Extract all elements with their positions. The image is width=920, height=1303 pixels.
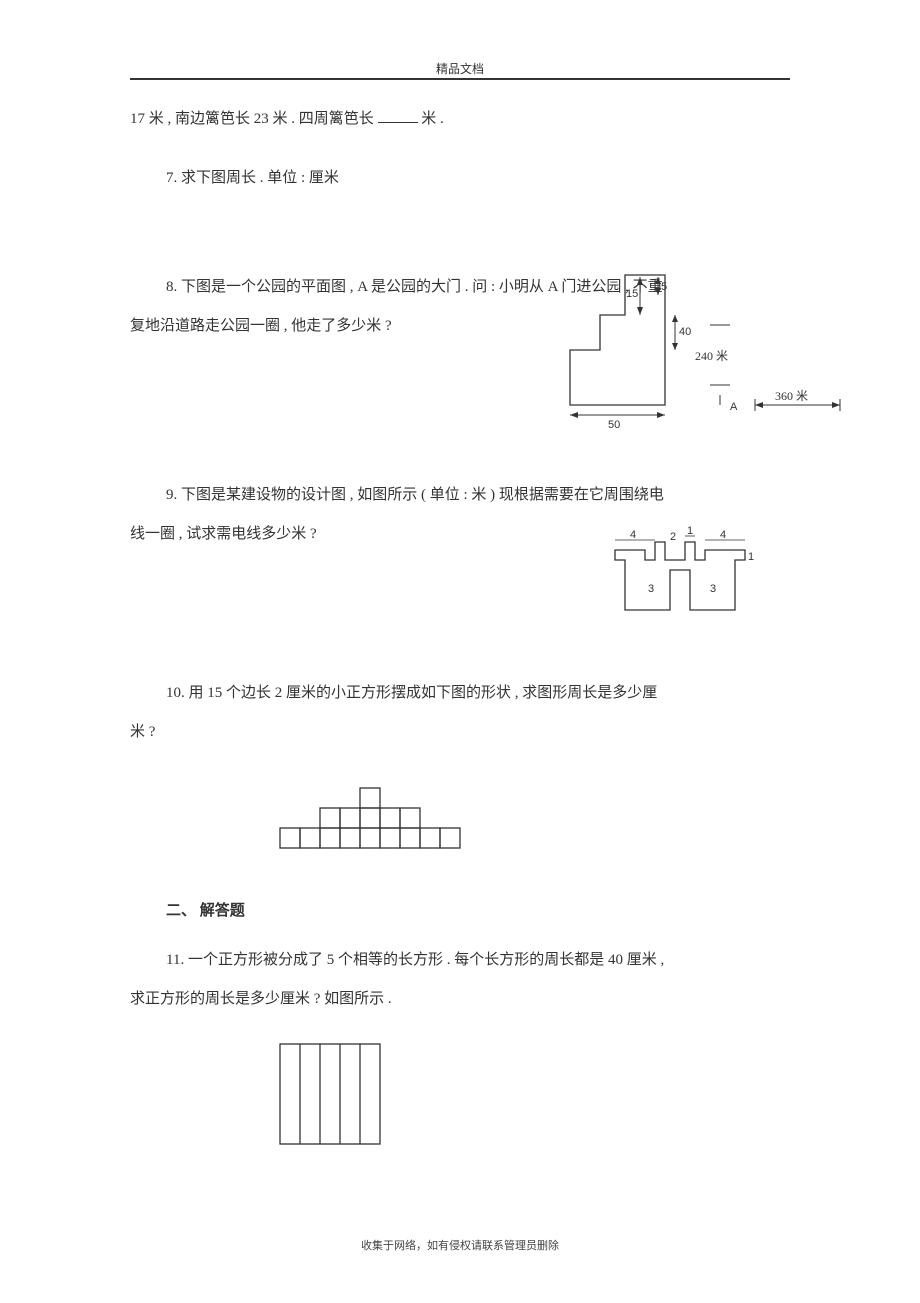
label-1b: 1: [748, 551, 754, 563]
label-A: A: [730, 401, 738, 413]
q11: 11. 一个正方形被分成了 5 个相等的长方形 . 每个长方形的周长都是 40 …: [130, 941, 790, 1149]
label-4a: 4: [630, 529, 636, 541]
label-2: 2: [670, 531, 676, 543]
q7-text: 7. 求下图周长 . 单位 : 厘米: [130, 159, 790, 198]
label-3a: 3: [648, 583, 654, 595]
label-4b: 4: [720, 529, 726, 541]
label-5: 5: [661, 281, 667, 293]
q6-blank: [378, 108, 418, 123]
label-1: 1: [687, 525, 693, 537]
label-240: 240 米: [695, 349, 728, 363]
header-label: 精品文档: [436, 60, 484, 77]
q9-line1: 9. 下图是某建设物的设计图 , 如图所示 ( 单位 : 米 ) 现根据需要在它…: [130, 476, 790, 515]
q9-figure: 4 2 1 4 1 3 3: [610, 530, 800, 620]
q11-figure: [270, 1039, 390, 1149]
header-rule: [130, 78, 790, 80]
q10-figure: [270, 782, 530, 852]
section2-title: 二、 解答题: [130, 892, 790, 931]
footer-label: 收集于网络，如有侵权请联系管理员删除: [361, 1237, 559, 1253]
label-50: 50: [608, 419, 620, 431]
q6-text-a: 17 米 , 南边篱笆长 23 米 . 四周篱笆长: [130, 111, 374, 127]
q11-line1: 11. 一个正方形被分成了 5 个相等的长方形 . 每个长方形的周长都是 40 …: [130, 941, 790, 980]
q11-line2: 求正方形的周长是多少厘米 ? 如图所示 .: [130, 980, 790, 1019]
label-40: 40: [679, 326, 691, 338]
label-360: 360 米: [775, 389, 808, 403]
q6-text: 17 米 , 南边篱笆长 23 米 . 四周篱笆长 米 .: [130, 100, 790, 139]
q10-line1: 10. 用 15 个边长 2 厘米的小正方形摆成如下图的形状 , 求图形周长是多…: [130, 674, 790, 713]
q7-q8-figure: 15 5 40 240 米 50 A 360 米: [560, 255, 880, 435]
q6-text-b: 米 .: [421, 111, 444, 127]
label-15: 15: [626, 288, 638, 300]
q10-line2: 米 ?: [130, 713, 790, 752]
q10: 10. 用 15 个边长 2 厘米的小正方形摆成如下图的形状 , 求图形周长是多…: [130, 674, 790, 852]
label-3b: 3: [710, 583, 716, 595]
